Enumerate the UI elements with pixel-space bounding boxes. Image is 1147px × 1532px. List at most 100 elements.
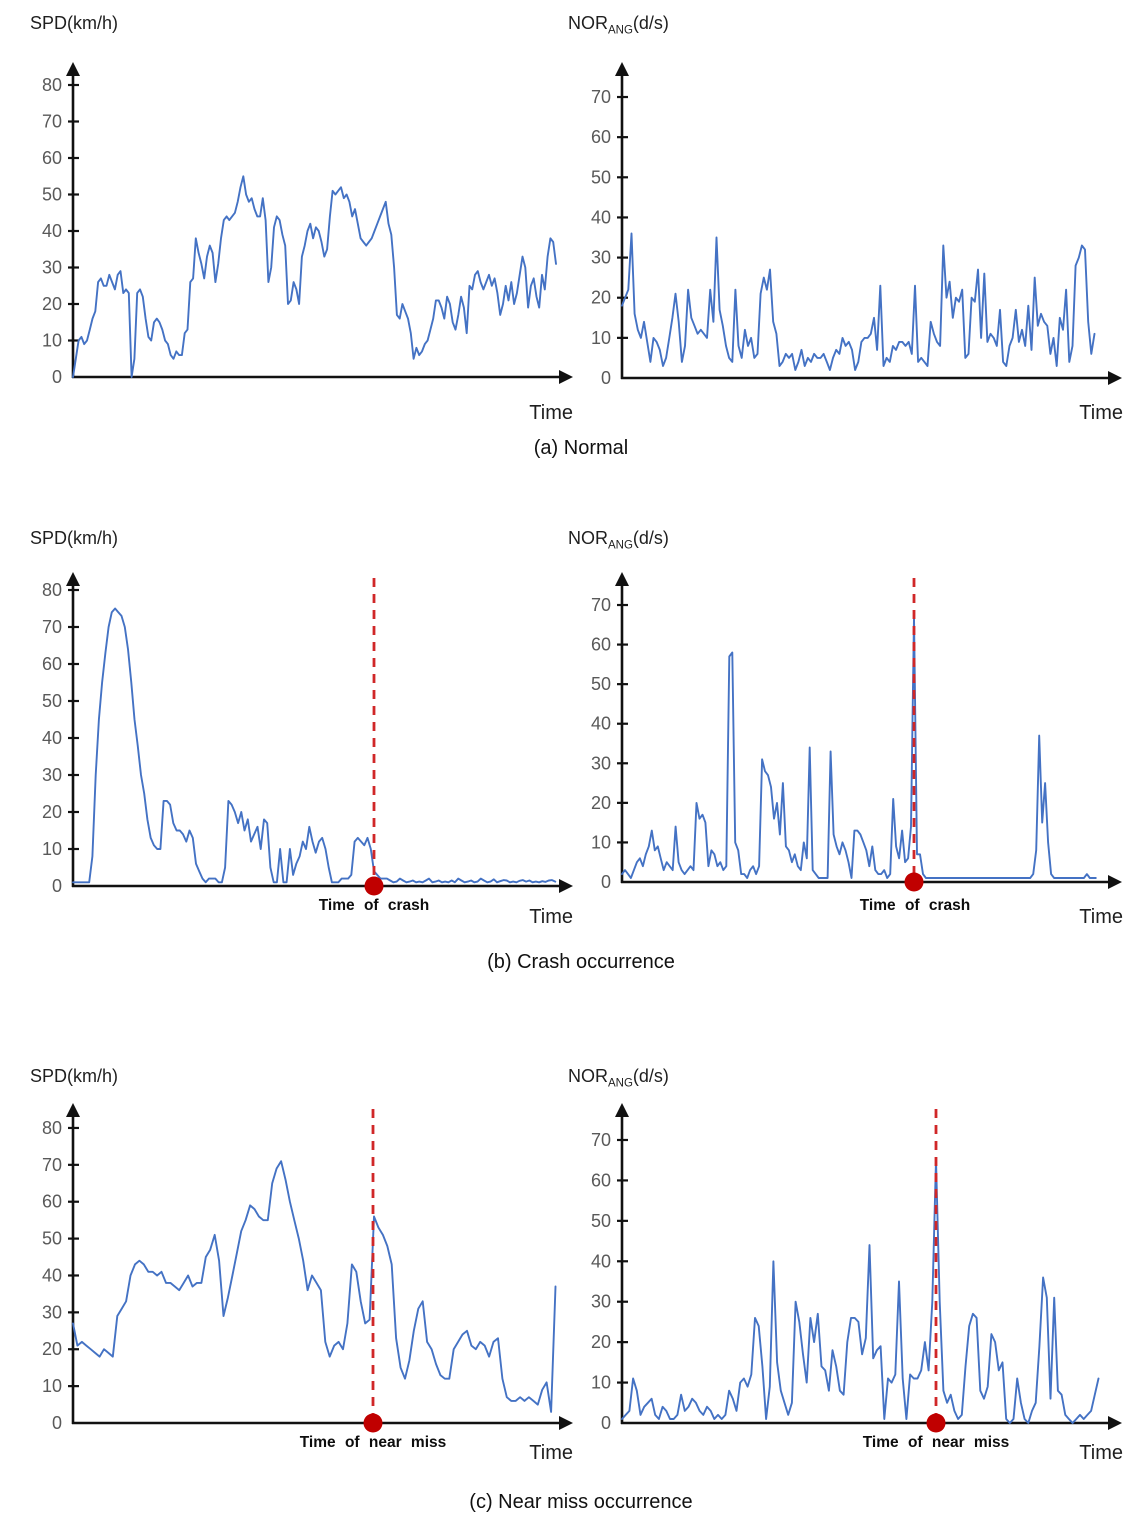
y-tick-label-b-spd: 20 xyxy=(42,802,62,822)
y-tick-label-a-nor: 0 xyxy=(601,368,611,388)
y-tick-label-c-nor: 60 xyxy=(591,1170,611,1190)
caption-panel-b: (b) Crash occurrence xyxy=(487,951,675,973)
x-axis-arrow-icon xyxy=(1108,371,1122,385)
series-line-a-nor xyxy=(621,232,1096,371)
y-tick-label-a-nor: 40 xyxy=(591,207,611,227)
series-line-b-nor xyxy=(621,615,1097,879)
y-title-main: NOR xyxy=(568,1066,608,1086)
y-tick-label-b-nor: 50 xyxy=(591,674,611,694)
y-tick-label-a-spd: 20 xyxy=(42,294,62,314)
y-tick-label-c-nor: 30 xyxy=(591,1292,611,1312)
x-axis-label-b-nor: Time xyxy=(1079,906,1123,928)
y-tick-label-c-nor: 20 xyxy=(591,1332,611,1352)
y-tick-label-b-spd: 10 xyxy=(42,839,62,859)
y-tick-label-a-spd: 80 xyxy=(42,75,62,95)
x-axis-arrow-icon xyxy=(559,370,573,384)
y-axis-title-b-nor: NORANG(d/s) xyxy=(568,528,669,552)
y-axis-title-c-spd: SPD(km/h) xyxy=(30,1066,118,1090)
marker-label-time-of-near-miss-spd: Time of near miss xyxy=(299,1434,447,1451)
marker-label-time-of-crash-spd: Time of crash xyxy=(318,897,430,914)
y-tick-label-b-spd: 40 xyxy=(42,728,62,748)
y-tick-label-b-nor: 20 xyxy=(591,793,611,813)
series-line-c-spd xyxy=(72,1160,557,1413)
y-tick-label-a-spd: 10 xyxy=(42,331,62,351)
x-axis-label-c-spd: Time xyxy=(529,1442,573,1464)
y-axis-arrow-icon xyxy=(66,1103,80,1117)
y-tick-label-a-nor: 30 xyxy=(591,248,611,268)
y-tick-label-a-spd: 60 xyxy=(42,148,62,168)
y-tick-label-c-spd: 70 xyxy=(42,1155,62,1175)
y-tick-label-b-nor: 60 xyxy=(591,635,611,655)
event-dot-b-spd xyxy=(364,876,384,896)
y-tick-label-c-nor: 40 xyxy=(591,1251,611,1271)
y-tick-label-b-spd: 30 xyxy=(42,765,62,785)
y-tick-label-c-nor: 70 xyxy=(591,1130,611,1150)
event-dot-b-nor xyxy=(904,872,924,892)
y-tick-label-a-spd: 40 xyxy=(42,221,62,241)
y-axis-arrow-icon xyxy=(615,62,629,76)
y-tick-label-b-nor: 40 xyxy=(591,714,611,734)
y-tick-label-a-spd: 70 xyxy=(42,112,62,132)
y-tick-label-c-nor: 50 xyxy=(591,1211,611,1231)
x-axis-label-a-spd: Time xyxy=(529,402,573,424)
y-tick-label-b-spd: 60 xyxy=(42,654,62,674)
y-title-main: SPD(km/h) xyxy=(30,13,119,33)
y-tick-label-c-spd: 0 xyxy=(52,1413,62,1433)
y-tick-label-b-spd: 70 xyxy=(42,617,62,637)
y-title-rest: (d/s) xyxy=(632,13,669,33)
y-axis-title-a-nor: NORANG(d/s) xyxy=(568,13,669,37)
x-axis-label-b-spd: Time xyxy=(529,906,573,928)
y-tick-label-b-spd: 50 xyxy=(42,691,62,711)
caption-panel-a: (a) Normal xyxy=(533,437,629,459)
y-axis-title-a-spd: SPD(km/h) xyxy=(30,13,118,37)
y-tick-label-c-nor: 10 xyxy=(591,1373,611,1393)
y-tick-label-b-spd: 0 xyxy=(52,876,62,896)
y-tick-label-c-spd: 80 xyxy=(42,1118,62,1138)
y-tick-label-b-nor: 30 xyxy=(591,753,611,773)
y-tick-label-c-spd: 40 xyxy=(42,1265,62,1285)
y-tick-label-c-nor: 0 xyxy=(601,1413,611,1433)
y-tick-label-a-nor: 20 xyxy=(591,288,611,308)
y-tick-label-c-spd: 30 xyxy=(42,1302,62,1322)
series-line-c-nor xyxy=(621,1159,1100,1424)
y-tick-label-a-spd: 0 xyxy=(52,367,62,387)
y-title-sub: ANG xyxy=(608,1077,633,1090)
caption-panel-c: (c) Near miss occurrence xyxy=(469,1491,693,1513)
y-title-rest: (d/s) xyxy=(632,1066,669,1086)
y-tick-label-b-spd: 80 xyxy=(42,580,62,600)
y-axis-arrow-icon xyxy=(66,572,80,586)
y-title-main: NOR xyxy=(568,528,608,548)
y-tick-label-a-spd: 30 xyxy=(42,258,62,278)
y-tick-label-a-nor: 50 xyxy=(591,167,611,187)
y-title-main: NOR xyxy=(568,13,608,33)
y-tick-label-b-nor: 10 xyxy=(591,832,611,852)
y-tick-label-c-spd: 10 xyxy=(42,1376,62,1396)
y-axis-title-b-spd: SPD(km/h) xyxy=(30,528,118,552)
series-line-a-spd xyxy=(72,175,557,378)
series-line-b-spd xyxy=(72,607,557,884)
y-tick-label-a-nor: 70 xyxy=(591,87,611,107)
x-axis-label-a-nor: Time xyxy=(1079,402,1123,424)
y-axis-arrow-icon xyxy=(615,572,629,586)
x-axis-arrow-icon xyxy=(1108,1416,1122,1430)
y-title-main: SPD(km/h) xyxy=(30,528,119,548)
y-axis-title-c-nor: NORANG(d/s) xyxy=(568,1066,669,1090)
y-tick-label-a-nor: 60 xyxy=(591,127,611,147)
event-dot-c-spd xyxy=(363,1413,383,1433)
x-axis-arrow-icon xyxy=(1108,875,1122,889)
x-axis-label-c-nor: Time xyxy=(1079,1442,1123,1464)
event-dot-c-nor xyxy=(926,1413,946,1433)
y-title-sub: ANG xyxy=(608,24,633,37)
y-tick-label-a-nor: 10 xyxy=(591,328,611,348)
y-tick-label-b-nor: 0 xyxy=(601,872,611,892)
y-title-sub: ANG xyxy=(608,539,633,552)
y-axis-arrow-icon xyxy=(66,62,80,76)
y-axis-arrow-icon xyxy=(615,1103,629,1117)
y-title-main: SPD(km/h) xyxy=(30,1066,119,1086)
y-tick-label-b-nor: 70 xyxy=(591,595,611,615)
y-tick-label-c-spd: 60 xyxy=(42,1192,62,1212)
y-tick-label-c-spd: 50 xyxy=(42,1229,62,1249)
x-axis-arrow-icon xyxy=(559,879,573,893)
